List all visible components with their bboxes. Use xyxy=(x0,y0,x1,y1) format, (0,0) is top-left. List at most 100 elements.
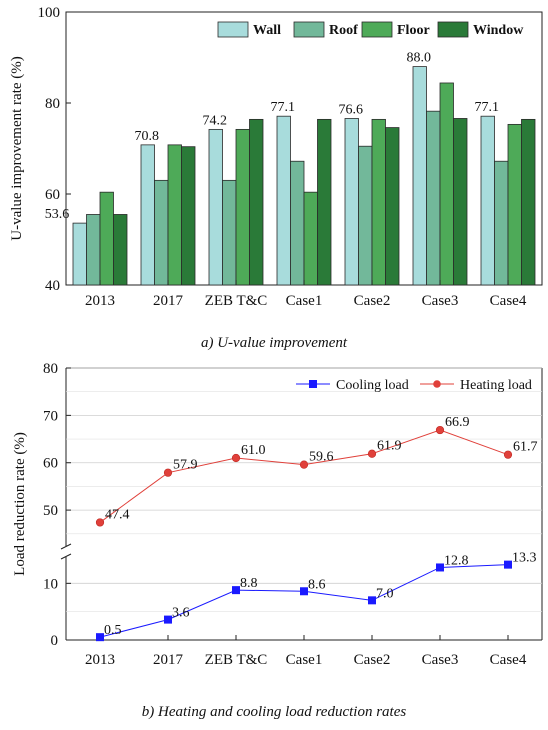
y-tick-label-a: 80 xyxy=(45,96,60,112)
heating-data-label: 66.9 xyxy=(445,415,470,430)
heating-data-label: 61.0 xyxy=(241,443,266,458)
bar-wall-5 xyxy=(412,66,427,286)
data-label-a: 74.2 xyxy=(203,113,228,128)
legend-swatch-floor xyxy=(361,21,393,38)
legend-swatch-wall xyxy=(217,21,249,38)
cooling-data-label: 3.6 xyxy=(172,606,190,621)
heating-point xyxy=(503,450,513,459)
y-tick-label-b: 60 xyxy=(43,456,58,472)
bar-window-3 xyxy=(317,118,332,286)
legend-marker-cooling xyxy=(309,380,317,388)
legend-swatch-window xyxy=(437,21,469,38)
series-line-cooling-load xyxy=(99,564,509,638)
bar-wall-2 xyxy=(208,128,223,286)
bar-roof-1 xyxy=(154,179,169,286)
legend-label-window: Window xyxy=(473,23,524,38)
legend-label-wall: Wall xyxy=(253,23,281,38)
heating-point xyxy=(231,453,241,463)
bar-floor-1 xyxy=(167,144,182,286)
cooling-data-label: 0.5 xyxy=(104,623,122,638)
cooling-data-label: 8.8 xyxy=(240,576,258,591)
cooling-point xyxy=(368,596,376,605)
bar-roof-4 xyxy=(358,145,373,286)
bar-wall-3 xyxy=(276,115,291,286)
bar-floor-6 xyxy=(507,123,522,286)
bar-window-6 xyxy=(521,118,536,286)
caption-a: a) U-value improvement xyxy=(201,335,348,351)
bar-window-2 xyxy=(249,118,264,286)
bar-window-1 xyxy=(181,146,196,286)
y-tick-label-a: 100 xyxy=(38,5,61,21)
heating-point xyxy=(299,460,309,469)
heating-point xyxy=(95,518,105,527)
x-tick-label-a: Case1 xyxy=(286,293,323,309)
data-label-a: 88.0 xyxy=(407,51,432,66)
heating-data-label: 59.6 xyxy=(309,450,334,465)
x-tick-label-b: 2017 xyxy=(153,652,184,668)
y-axis-label-b: Load reduction rate (%) xyxy=(12,432,28,576)
heating-data-label: 61.7 xyxy=(513,440,538,455)
heating-data-label: 61.9 xyxy=(377,439,402,454)
cooling-data-label: 13.3 xyxy=(512,551,537,566)
caption-b: b) Heating and cooling load reduction ra… xyxy=(142,704,407,720)
x-tick-label-a: 2013 xyxy=(85,293,115,309)
bar-window-0 xyxy=(113,214,128,286)
x-tick-label-a: Case3 xyxy=(422,293,459,309)
x-tick-label-a: Case4 xyxy=(490,293,527,309)
y-tick-label-b: 70 xyxy=(43,408,58,424)
x-tick-label-b: Case4 xyxy=(490,652,527,668)
load-reduction-line-chart: 50 60 70 80 0 10 2013 2017 ZEB T&C Case1 Case2 Case… xyxy=(12,361,543,720)
data-label-a: 70.8 xyxy=(135,129,160,144)
bar-wall-6 xyxy=(480,115,495,286)
cooling-point xyxy=(232,586,240,595)
bar-roof-2 xyxy=(222,179,237,286)
legend-swatch-roof xyxy=(293,21,325,38)
legend-label-floor: Floor xyxy=(397,23,430,38)
cooling-point xyxy=(504,560,512,569)
heating-point xyxy=(367,449,377,458)
x-tick-label-b: Case2 xyxy=(354,652,391,668)
bar-window-5 xyxy=(453,118,468,286)
y-tick-label-b: 0 xyxy=(51,633,59,649)
data-label-a: 77.1 xyxy=(271,100,296,115)
y-tick-label-a: 40 xyxy=(45,278,60,294)
legend-label-cooling: Cooling load xyxy=(336,378,409,393)
heating-data-label: 57.9 xyxy=(173,458,198,473)
u-value-bar-chart: 40 60 80 100 53.6 2013 70.8 2017 74.2 ZEB T&C 77.1… xyxy=(9,5,543,351)
cooling-data-label: 8.6 xyxy=(308,577,326,592)
bar-roof-3 xyxy=(290,160,305,286)
y-tick-label-a: 60 xyxy=(45,187,60,203)
x-tick-label-b: Case1 xyxy=(286,652,323,668)
legend-label-heating: Heating load xyxy=(460,378,532,393)
bar-floor-0 xyxy=(99,191,114,286)
x-tick-label-a: Case2 xyxy=(354,293,391,309)
heating-point xyxy=(163,468,173,477)
bar-roof-6 xyxy=(494,160,509,286)
data-label-a: 76.6 xyxy=(339,102,364,117)
bar-roof-0 xyxy=(86,214,101,286)
series-line-heating-load xyxy=(99,429,509,523)
bar-wall-1 xyxy=(140,144,155,286)
heating-data-label: 47.4 xyxy=(105,507,130,522)
legend-label-roof: Roof xyxy=(329,23,358,38)
x-tick-label-a: 2017 xyxy=(153,293,184,309)
bar-wall-4 xyxy=(344,118,359,286)
bar-wall-0 xyxy=(72,222,87,286)
bar-floor-4 xyxy=(371,118,386,286)
cooling-point xyxy=(300,587,308,596)
x-tick-label-b: ZEB T&C xyxy=(205,652,268,668)
y-axis-label-a: U-value improvement rate (%) xyxy=(9,56,25,241)
data-label-a: 77.1 xyxy=(475,100,500,115)
axis-break-lower xyxy=(60,553,72,560)
bar-floor-5 xyxy=(439,82,454,286)
bar-roof-5 xyxy=(426,110,441,286)
x-tick-label-b: Case3 xyxy=(422,652,459,668)
cooling-data-label: 12.8 xyxy=(444,553,469,568)
cooling-point xyxy=(436,563,444,572)
bar-window-4 xyxy=(385,127,400,286)
bar-floor-2 xyxy=(235,128,250,286)
bar-floor-3 xyxy=(303,191,318,286)
legend-b: Cooling load Heating load xyxy=(296,378,532,393)
